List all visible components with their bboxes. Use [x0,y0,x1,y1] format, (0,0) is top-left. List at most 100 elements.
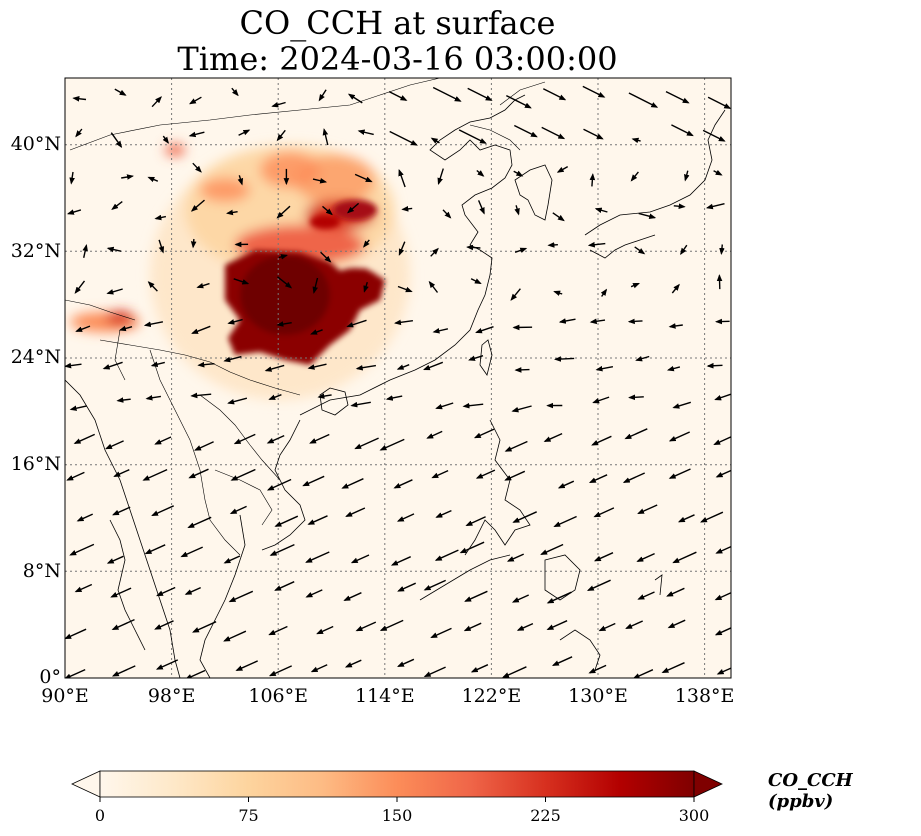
wind-arrow [363,239,370,248]
wind-arrow [69,405,87,411]
wind-arrow [106,246,122,253]
lat-tick-8n: 8°N [22,560,61,582]
country-borders [65,78,546,556]
wind-arrow [116,397,131,403]
wind-arrow [592,396,610,404]
wind-arrow [706,362,723,369]
map-subtitle-time: Time: 2024-03-16 03:00:00 [177,40,618,78]
wind-arrow [190,238,197,249]
wind-arrow [142,468,168,481]
wind-arrow [504,470,526,481]
colorbar-tick-75: 75 [238,806,259,825]
wind-arrow [398,241,406,256]
lat-tick-32n: 32°N [10,240,61,262]
colorbar [71,770,723,802]
wind-arrow [276,205,291,219]
wind-arrow [268,625,288,636]
wind-arrow [713,436,731,446]
wind-arrow [702,129,726,142]
wind-arrow [477,200,485,215]
wind-arrow [476,169,485,177]
wind-arrow [111,618,135,631]
wind-arrow [473,428,495,439]
wind-arrow [661,662,685,674]
wind-arrow [196,282,210,289]
wind-arrow [110,132,123,148]
wind-arrow [194,441,214,451]
wind-arrow [354,173,373,183]
wind-arrow [668,323,683,329]
wind-arrow [624,428,648,440]
wind-arrow [502,666,527,678]
wind-arrow [111,665,136,677]
wind-arrow [111,201,123,211]
wind-arrow [435,402,454,410]
wind-arrow [631,137,641,144]
wind-arrow [322,128,329,146]
wind-arrow [628,394,644,401]
wind-arrow [389,130,418,146]
wind-arrow [190,392,212,399]
wind-arrow [305,589,323,598]
wind-arrow [511,405,532,413]
wind-arrow [636,552,655,562]
wind-arrow [228,590,254,603]
wind-arrow [625,620,643,629]
wind-arrow [430,627,452,639]
wind-vectors [65,85,731,678]
wind-arrow [347,202,360,214]
wind-arrow [223,555,241,564]
wind-arrow [511,594,529,603]
wind-arrow [714,627,731,636]
wind-arrow [684,170,690,182]
wind-arrow [510,288,521,301]
wind-arrow [470,278,482,285]
wind-arrow [266,478,292,491]
wind-arrow [162,135,170,144]
wind-arrow [227,397,248,405]
wind-arrow [470,664,489,673]
wind-arrow [310,329,323,335]
wind-arrow [114,88,127,96]
wind-arrow [190,199,205,212]
wind-arrow [637,504,658,515]
wind-arrow [423,579,446,591]
wind-arrow [312,277,319,294]
wind-arrow [459,541,485,554]
wind-arrow [475,469,496,479]
wind-arrow [310,664,328,673]
wind-arrow [112,506,131,516]
lat-tick-40n: 40°N [10,133,61,155]
wind-arrow [197,361,215,368]
wind-arrow [632,669,654,678]
wind-arrow [274,515,299,527]
wind-arrow [316,625,334,635]
wind-arrow [278,254,288,260]
wind-arrow [322,205,333,216]
wind-arrow [588,664,607,674]
wind-arrow [69,171,75,185]
wind-arrow [69,543,95,556]
wind-arrow [397,285,413,293]
map-title: CO_CCH at surface [239,4,556,42]
lon-tick-106e: 106°E [248,685,309,707]
wind-arrow [312,178,328,184]
wind-arrow [583,128,604,140]
wind-arrow [188,468,209,479]
wind-arrow [238,129,251,136]
wind-arrow [151,96,162,108]
wind-arrow [540,543,564,555]
wind-arrow [73,433,95,444]
wind-arrow [546,591,572,604]
lon-tick-130e: 130°E [568,685,628,707]
wind-arrow [184,586,201,595]
map-background [65,78,731,678]
wind-arrow [309,433,330,444]
wind-arrow [638,212,657,219]
wind-arrow [543,432,563,442]
wind-arrow [504,440,528,452]
wind-arrow [276,321,292,327]
wind-arrow [627,318,643,325]
wind-arrow [76,513,93,522]
wind-arrow [271,101,286,108]
